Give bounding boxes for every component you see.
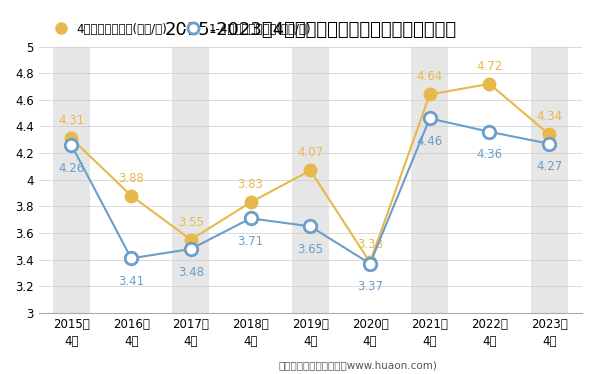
1-4月期货成交均价(万元/手) [128,256,135,261]
4月期货成交均价(万元/手) [247,200,254,205]
4月期货成交均价(万元/手) [128,193,135,198]
Text: 3.41: 3.41 [118,275,144,288]
4月期货成交均价(万元/手) [546,132,553,137]
1-4月期货成交均价(万元/手) [546,141,553,146]
1-4月期货成交均价(万元/手) [187,247,195,251]
Line: 1-4月期货成交均价(万元/手): 1-4月期货成交均价(万元/手) [65,112,555,270]
Text: 3.65: 3.65 [297,243,324,256]
Legend: 4月期货成交均价(万元/手), 1-4月期货成交均价(万元/手): 4月期货成交均价(万元/手), 1-4月期货成交均价(万元/手) [45,18,316,40]
Text: 制图：华经产业研究院（www.huaon.com): 制图：华经产业研究院（www.huaon.com) [279,360,438,370]
Bar [53,46,90,313]
1-4月期货成交均价(万元/手) [307,224,314,229]
4月期货成交均价(万元/手) [367,260,374,264]
Bar [173,46,210,313]
4月期货成交均价(万元/手) [187,237,195,242]
1-4月期货成交均价(万元/手) [247,216,254,221]
4月期货成交均价(万元/手) [426,92,433,97]
Text: 4.27: 4.27 [536,160,562,174]
1-4月期货成交均价(万元/手) [367,261,374,266]
Text: 3.71: 3.71 [238,235,264,248]
Bar [531,46,568,313]
Text: 4.31: 4.31 [59,114,85,127]
Text: 4.46: 4.46 [417,135,443,148]
Text: 4.26: 4.26 [59,162,85,175]
4月期货成交均价(万元/手) [486,82,493,86]
Text: 3.37: 3.37 [357,280,383,293]
Text: 3.88: 3.88 [118,172,144,185]
Text: 3.83: 3.83 [238,178,263,191]
Text: 4.34: 4.34 [536,110,562,123]
Line: 4月期货成交均价(万元/手): 4月期货成交均价(万元/手) [65,77,555,269]
Title: 2015-2023年4月大连商品交易所鸡蛋期货成交均价: 2015-2023年4月大连商品交易所鸡蛋期货成交均价 [164,21,456,39]
Text: 3.48: 3.48 [178,266,204,279]
1-4月期货成交均价(万元/手) [426,116,433,121]
1-4月期货成交均价(万元/手) [68,143,75,147]
4月期货成交均价(万元/手) [68,136,75,141]
Text: 4.07: 4.07 [297,146,324,159]
Bar [411,46,448,313]
Text: 4.64: 4.64 [417,70,443,83]
Bar [292,46,329,313]
1-4月期货成交均价(万元/手) [486,129,493,134]
4月期货成交均价(万元/手) [307,168,314,173]
Text: 4.72: 4.72 [476,60,503,73]
Text: 4.36: 4.36 [476,148,503,162]
Text: 3.55: 3.55 [178,215,204,229]
Text: 3.38: 3.38 [357,238,383,251]
